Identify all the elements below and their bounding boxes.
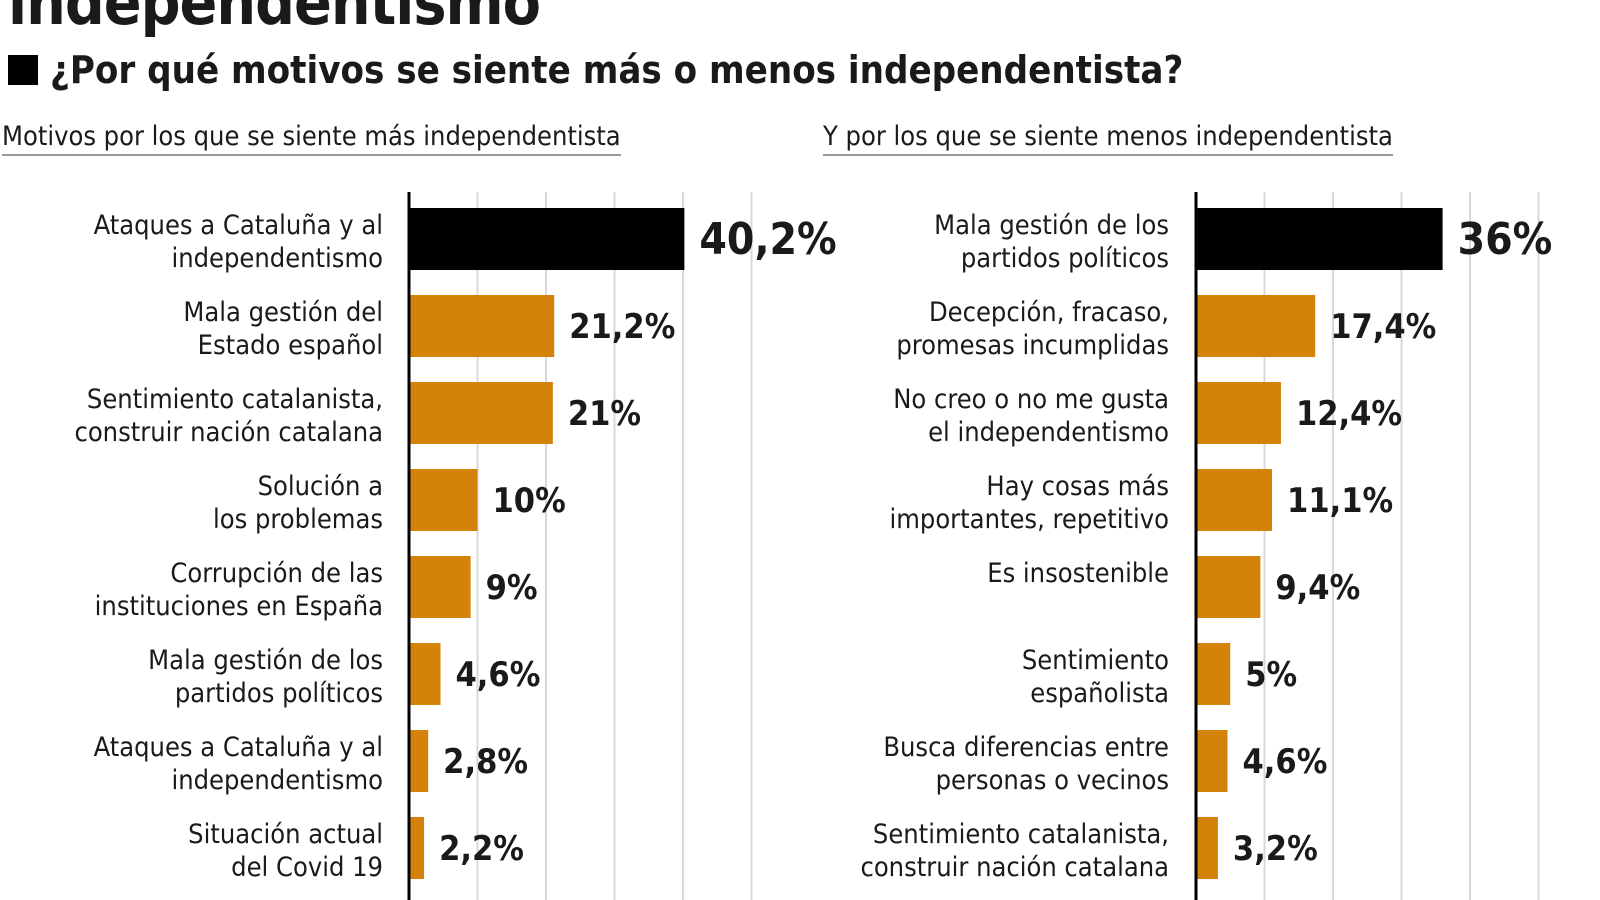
bar bbox=[1196, 730, 1228, 792]
category-label: Es insostenible bbox=[987, 558, 1169, 589]
left-panel-title: Motivos por los que se siente más indepe… bbox=[2, 120, 621, 156]
data-label: 10% bbox=[493, 481, 566, 521]
category-label: Solución a los problemas bbox=[213, 471, 383, 535]
category-label: Mala gestión de los partidos políticos bbox=[148, 645, 383, 709]
category-label: Ataques a Cataluña y al independentismo bbox=[94, 210, 383, 274]
category-label: Mala gestión de los partidos políticos bbox=[934, 210, 1169, 274]
category-label: Sentimiento catalanista, construir nación… bbox=[74, 384, 383, 448]
data-label: 9% bbox=[486, 568, 538, 608]
data-label: 40,2% bbox=[699, 214, 836, 265]
bar bbox=[409, 469, 478, 531]
category-label-line: independentismo bbox=[171, 765, 383, 796]
category-label-line: del Covid 19 bbox=[231, 852, 383, 883]
bar bbox=[1196, 469, 1273, 531]
category-label: Busca diferencias entre personas o vecino… bbox=[883, 732, 1169, 796]
category-label-line: partidos políticos bbox=[175, 678, 383, 709]
category-label-line: Estado español bbox=[198, 330, 383, 361]
category-label: Decepción, fracaso, promesas incumplidas bbox=[896, 297, 1169, 361]
bar bbox=[409, 556, 471, 618]
category-label: Ataques a Cataluña y al independentismo bbox=[94, 732, 383, 796]
data-label: 2,2% bbox=[439, 829, 524, 869]
category-label: Mala gestión del Estado español bbox=[183, 297, 383, 361]
data-label: 12,4% bbox=[1296, 394, 1402, 434]
category-label: No creo o no me gusta el independentismo bbox=[893, 384, 1169, 448]
category-label-line: Hay cosas más bbox=[986, 471, 1169, 502]
category-label-line: Mala gestión de los bbox=[148, 645, 383, 676]
bar bbox=[409, 208, 685, 270]
category-label-line: independentismo bbox=[171, 243, 383, 274]
bar bbox=[1196, 556, 1261, 618]
category-label-line: Ataques a Cataluña y al bbox=[94, 732, 383, 763]
subtitle-text: ¿Por qué motivos se siente más o menos i… bbox=[50, 48, 1184, 92]
category-label: Situación actual del Covid 19 bbox=[188, 819, 383, 883]
bar bbox=[1196, 208, 1443, 270]
category-label-line: construir nación catalana bbox=[74, 417, 383, 448]
category-label-line: Es insostenible bbox=[987, 558, 1169, 589]
category-label-line: instituciones en España bbox=[95, 591, 383, 622]
data-label: 2,8% bbox=[443, 742, 528, 782]
data-label: 21% bbox=[568, 394, 641, 434]
bar bbox=[409, 643, 441, 705]
category-label-line: Mala gestión de los bbox=[934, 210, 1169, 241]
category-label: Sentimiento españolista bbox=[1022, 645, 1169, 709]
category-label-line: construir nación catalana bbox=[860, 852, 1169, 883]
data-label: 4,6% bbox=[456, 655, 541, 695]
category-label-line: Sentimiento catalanista, bbox=[873, 819, 1169, 850]
category-label-line: Corrupción de las bbox=[170, 558, 383, 589]
category-label-line: Busca diferencias entre bbox=[883, 732, 1169, 763]
category-label: Sentimiento catalanista, construir nación… bbox=[860, 819, 1169, 883]
data-label: 11,1% bbox=[1287, 481, 1393, 521]
category-label-line: Decepción, fracaso, bbox=[929, 297, 1169, 328]
chart-subtitle: ¿Por qué motivos se siente más o menos i… bbox=[8, 48, 1183, 92]
bar bbox=[1196, 295, 1316, 357]
bar bbox=[1196, 382, 1281, 444]
category-label-line: Ataques a Cataluña y al bbox=[94, 210, 383, 241]
chart-title: independentismo bbox=[8, 0, 541, 39]
data-label: 9,4% bbox=[1275, 568, 1360, 608]
category-label: Hay cosas más importantes, repetitivo bbox=[889, 471, 1169, 535]
category-label-line: personas o vecinos bbox=[936, 765, 1169, 796]
bar bbox=[409, 295, 555, 357]
category-label-line: No creo o no me gusta bbox=[893, 384, 1169, 415]
category-label-line: Situación actual bbox=[188, 819, 383, 850]
category-label-line: españolista bbox=[1030, 678, 1169, 709]
category-label-line: Sentimiento catalanista, bbox=[87, 384, 383, 415]
right-panel-title: Y por los que se siente menos independen… bbox=[823, 120, 1393, 156]
bar bbox=[409, 730, 429, 792]
data-label: 17,4% bbox=[1330, 307, 1436, 347]
bar bbox=[409, 817, 425, 879]
bar bbox=[1196, 817, 1218, 879]
category-label-line: promesas incumplidas bbox=[896, 330, 1169, 361]
category-label-line: Mala gestión del bbox=[183, 297, 383, 328]
data-label: 3,2% bbox=[1233, 829, 1318, 869]
data-label: 21,2% bbox=[569, 307, 675, 347]
category-label-line: importantes, repetitivo bbox=[889, 504, 1169, 535]
category-label-line: Solución a bbox=[258, 471, 383, 502]
data-label: 5% bbox=[1245, 655, 1297, 695]
bar bbox=[409, 382, 553, 444]
category-label-line: Sentimiento bbox=[1022, 645, 1169, 676]
data-label: 36% bbox=[1458, 214, 1553, 265]
square-bullet-icon bbox=[8, 55, 38, 85]
bar bbox=[1196, 643, 1231, 705]
category-label: Corrupción de las instituciones en España bbox=[95, 558, 383, 622]
category-label-line: los problemas bbox=[213, 504, 383, 535]
data-label: 4,6% bbox=[1243, 742, 1328, 782]
category-label-line: el independentismo bbox=[928, 417, 1169, 448]
category-label-line: partidos políticos bbox=[961, 243, 1169, 274]
